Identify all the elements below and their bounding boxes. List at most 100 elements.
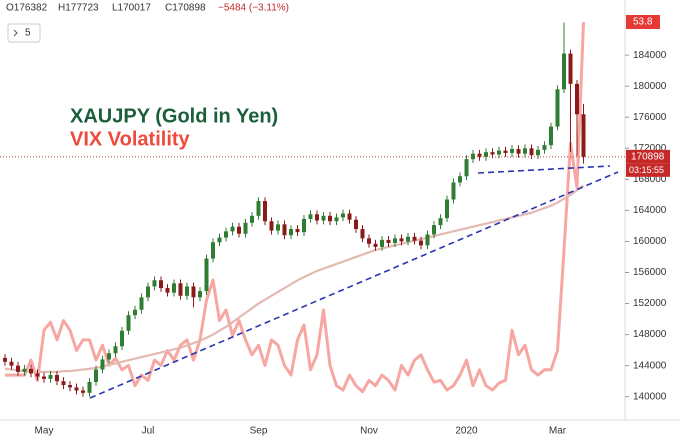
y-tick-label: 140000	[633, 391, 667, 402]
candle-body	[276, 224, 280, 231]
candle-body	[406, 236, 410, 242]
candle-body	[243, 222, 248, 234]
header-high: H177723	[58, 3, 99, 14]
candle-body	[113, 346, 118, 354]
candle-body	[74, 387, 79, 391]
vix-label: 53.8	[633, 17, 653, 28]
candle-body	[555, 89, 560, 127]
vix-line	[5, 21, 585, 394]
candle-body	[42, 376, 46, 379]
candle-body	[445, 199, 449, 219]
countdown-label: 03:15:55	[629, 165, 664, 175]
y-tick-label: 184000	[633, 50, 667, 61]
last-price-tag	[626, 149, 670, 164]
vix-tag	[626, 15, 660, 30]
candle-body	[282, 224, 287, 236]
x-tick-label: Nov	[360, 426, 378, 437]
header-open: O176382	[6, 3, 48, 14]
candle-body	[360, 229, 365, 239]
candle-body	[204, 258, 209, 292]
candle-body	[133, 309, 137, 316]
candle-body	[458, 176, 462, 183]
candle-body	[172, 283, 176, 293]
candle-body	[380, 239, 384, 247]
y-tick-label: 156000	[633, 267, 667, 278]
candle-body	[464, 159, 469, 177]
header-change: −5484 (−3.11%)	[218, 3, 289, 14]
candle-body	[230, 226, 235, 232]
candle-body	[100, 359, 105, 370]
candle-body	[198, 291, 202, 298]
candle-body	[581, 114, 586, 157]
candle-body	[510, 149, 514, 153]
candle-body	[302, 218, 306, 233]
candle-body	[126, 315, 131, 331]
candle-body	[477, 153, 482, 157]
countdown-tag	[626, 163, 670, 177]
chart-title: XAUJPY (Gold in Yen)	[70, 105, 278, 127]
candle-body	[451, 182, 456, 200]
candle-body	[373, 243, 378, 247]
x-tick-label: Mar	[549, 426, 567, 437]
chart-subtitle: VIX Volatility	[70, 128, 191, 150]
candle-body	[35, 373, 40, 377]
last-price-label: 170898	[631, 151, 665, 162]
interval-value[interactable]: 5	[25, 28, 31, 39]
header-close: C170898	[165, 3, 206, 14]
candle-body	[146, 286, 150, 298]
candle-body	[523, 148, 527, 154]
y-tick-label: 180000	[633, 81, 667, 92]
candle-body	[562, 53, 566, 90]
candle-body	[152, 280, 157, 287]
candle-body	[217, 237, 222, 243]
candle-body	[484, 152, 488, 157]
candle-body	[490, 152, 495, 155]
candle-body	[321, 215, 326, 221]
candle-body	[250, 215, 254, 223]
trend-line	[89, 171, 619, 399]
y-tick-label: 176000	[633, 112, 667, 123]
candle-body	[334, 217, 339, 222]
candle-body	[139, 297, 144, 310]
candle-body	[438, 218, 443, 226]
interval-button[interactable]	[7, 23, 41, 43]
candle-body	[87, 381, 92, 393]
y-tick-label: 152000	[633, 298, 667, 309]
chevron-icon	[13, 29, 18, 37]
y-tick-label: 144000	[633, 360, 667, 371]
candle-body	[94, 369, 98, 382]
candle-body	[399, 238, 404, 242]
candle-body	[185, 286, 189, 296]
candle-body	[159, 280, 163, 289]
candle-body	[211, 242, 215, 259]
candle-body	[22, 368, 27, 372]
candle-body	[393, 238, 397, 243]
candle-body	[29, 368, 33, 374]
candle-body	[48, 374, 53, 379]
y-tick-label: 148000	[633, 329, 667, 340]
candle-body	[432, 225, 436, 235]
x-tick-label: Sep	[250, 426, 268, 437]
candle-body	[542, 145, 547, 150]
candle-body	[16, 365, 20, 372]
candle-body	[295, 229, 300, 233]
candle-body	[3, 357, 7, 362]
plot-area	[3, 21, 586, 397]
y-tick-label: 168000	[633, 174, 667, 185]
candle-body	[575, 83, 579, 115]
candle-body	[425, 234, 430, 246]
candle-body	[347, 213, 352, 220]
x-tick-label: May	[35, 426, 54, 437]
candle-body	[341, 213, 345, 218]
candle-body	[516, 149, 521, 154]
candle-body	[120, 330, 124, 347]
candle-body	[354, 219, 358, 230]
candle-body	[178, 283, 183, 296]
candle-body	[256, 201, 261, 216]
candle-body	[419, 240, 423, 246]
candle-body	[367, 238, 371, 244]
candle-body	[471, 153, 475, 160]
trend-line	[477, 165, 611, 174]
